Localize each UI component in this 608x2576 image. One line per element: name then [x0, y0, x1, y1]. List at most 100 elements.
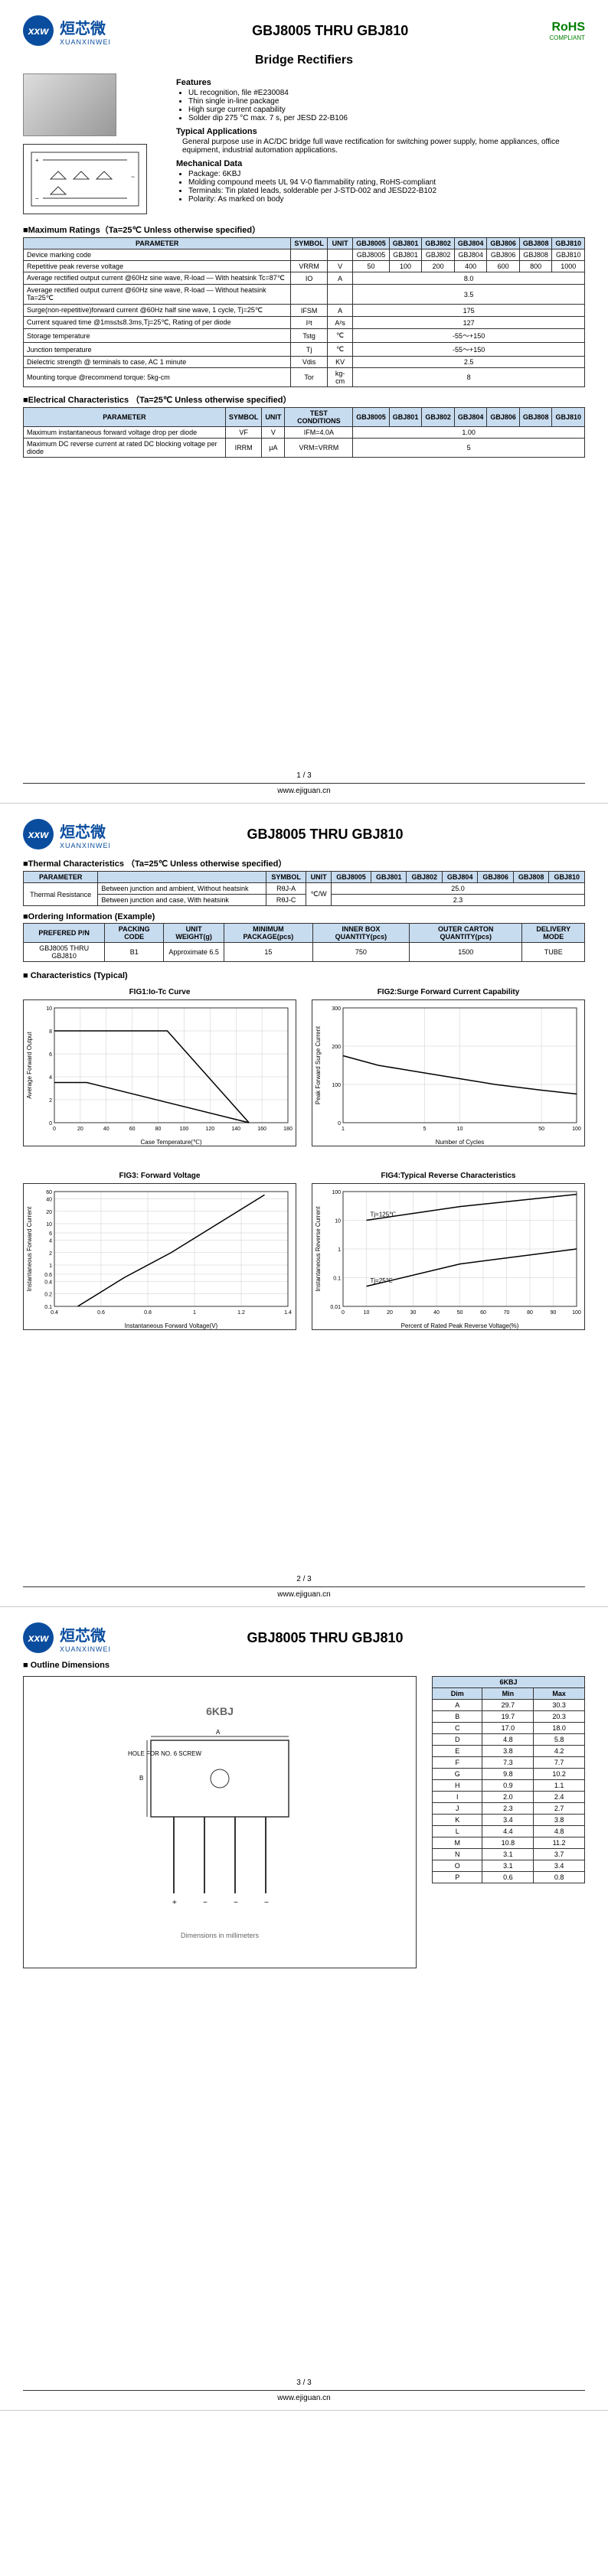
footer-3: 3 / 3 www.ejiguan.cn	[0, 2379, 608, 2402]
page-1: xxw 烜芯微 XUANXINWEI GBJ8005 THRU GBJ810 R…	[0, 0, 608, 804]
svg-text:Peak Forward Surge Current: Peak Forward Surge Current	[315, 1026, 322, 1104]
svg-text:8: 8	[49, 1029, 52, 1035]
feature-item: High surge current capability	[188, 106, 585, 114]
svg-text:2: 2	[49, 1251, 52, 1257]
bridge-title: Bridge Rectifiers	[23, 54, 585, 67]
logo-icon: xxw	[23, 15, 54, 46]
feature-item: Solder dip 275 °C max. 7 s, per JESD 22-…	[188, 114, 585, 122]
elec-char-title: ■Electrical Characteristics （Ta=25℃ Unle…	[23, 393, 585, 406]
svg-text:0.4: 0.4	[44, 1280, 52, 1285]
feature-item: UL recognition, file #E230084	[188, 89, 585, 97]
logo-en: XUANXINWEI	[60, 842, 111, 849]
svg-text:~: ~	[131, 174, 135, 181]
dim-note: Dimensions in millimeters	[181, 1932, 259, 1939]
svg-text:10: 10	[457, 1127, 463, 1132]
footer-2: 2 / 3 www.ejiguan.cn	[0, 1575, 608, 1599]
svg-text:Percent of Rated Peak Reverse: Percent of Rated Peak Reverse Voltage(%)	[401, 1322, 519, 1329]
svg-text:0.6: 0.6	[97, 1310, 105, 1316]
svg-text:Case Temperature(℃): Case Temperature(℃)	[141, 1139, 202, 1146]
page-num: 1 / 3	[0, 771, 608, 780]
svg-text:0.8: 0.8	[144, 1310, 152, 1316]
header: xxw 烜芯微 XUANXINWEI GBJ8005 THRU GBJ810 R…	[23, 15, 585, 46]
svg-text:20: 20	[387, 1310, 393, 1316]
svg-text:Tj=25℃: Tj=25℃	[371, 1277, 393, 1284]
fig1-title: FIG1:Io-Tc Curve	[23, 988, 296, 996]
mech-list: Package: 6KBJ Molding compound meets UL …	[176, 170, 585, 204]
svg-text:10: 10	[46, 1222, 52, 1228]
svg-text:10: 10	[46, 1006, 52, 1012]
logo: xxw 烜芯微 XUANXINWEI	[23, 819, 111, 849]
footer-url: www.ejiguan.cn	[0, 2394, 608, 2402]
fig2-area: 1510501000100200300Number of CyclesPeak …	[312, 999, 585, 1146]
svg-text:0: 0	[342, 1310, 345, 1316]
thermal-title: ■Thermal Characteristics （Ta=25℃ Unless …	[23, 857, 585, 869]
svg-text:Instantaneous Forward Voltage(: Instantaneous Forward Voltage(V)	[125, 1322, 218, 1329]
fig4-title: FIG4:Typical Reverse Characteristics	[312, 1172, 585, 1180]
schematic-diagram: + − ~	[23, 144, 147, 214]
component-photo	[23, 73, 116, 136]
svg-text:B: B	[139, 1775, 143, 1782]
svg-text:Instantaneous Forward Current: Instantaneous Forward Current	[26, 1206, 33, 1292]
svg-text:6: 6	[49, 1052, 52, 1058]
svg-text:120: 120	[205, 1127, 214, 1132]
fig4-area: 01020304050607080901000.010.1110100Tj=12…	[312, 1183, 585, 1330]
mech-item: Molding compound meets UL 94 V-0 flammab…	[188, 178, 585, 187]
svg-text:1: 1	[193, 1310, 196, 1316]
dim-table-wrap: 6KBJDimMinMaxA29.730.3B19.720.3C17.018.0…	[432, 1676, 585, 1968]
svg-text:0.01: 0.01	[330, 1305, 341, 1310]
svg-text:0: 0	[53, 1127, 56, 1132]
dim-table: 6KBJDimMinMaxA29.730.3B19.720.3C17.018.0…	[432, 1676, 585, 1883]
svg-text:Average Forward Output: Average Forward Output	[26, 1031, 33, 1098]
svg-text:+: +	[35, 157, 39, 164]
svg-text:20: 20	[77, 1127, 83, 1132]
svg-text:0.2: 0.2	[44, 1293, 52, 1298]
svg-text:100: 100	[180, 1127, 189, 1132]
fig2-chart: FIG2:Surge Forward Current Capability 1 5…	[312, 988, 585, 1156]
drawing-title: 6KBJ	[206, 1705, 234, 1717]
mech-item: Polarity: As marked on body	[188, 195, 585, 204]
apps-text: General purpose use in AC/DC bridge full…	[176, 138, 585, 155]
outline-drawing: 6KBJ HOLE FOR NO. 6 SCREW A B + ~ ~ − Di…	[23, 1676, 417, 1968]
svg-text:300: 300	[332, 1006, 341, 1012]
svg-text:+: +	[172, 1899, 177, 1907]
intro-section: + − ~ Features UL recognition, file #E23…	[23, 73, 585, 214]
svg-text:1.4: 1.4	[284, 1310, 292, 1316]
elec-char-table: PARAMETERSYMBOLUNITTEST CONDITIONSGBJ800…	[23, 407, 585, 458]
fig3-area: 0.40.60.811.21.40.10.20.40.6124610204060…	[23, 1183, 296, 1330]
thermal-table: PARAMETERSYMBOLUNITGBJ8005GBJ801GBJ802GB…	[23, 871, 585, 906]
svg-text:70: 70	[504, 1310, 510, 1316]
svg-text:60: 60	[129, 1127, 136, 1132]
logo-en: XUANXINWEI	[60, 38, 111, 46]
svg-text:0.1: 0.1	[333, 1277, 341, 1282]
page-2: xxw 烜芯微 XUANXINWEI GBJ8005 THRU GBJ810 ■…	[0, 804, 608, 1607]
svg-text:HOLE FOR NO. 6 SCREW: HOLE FOR NO. 6 SCREW	[128, 1750, 201, 1757]
header: xxw 烜芯微 XUANXINWEI GBJ8005 THRU GBJ810	[23, 819, 585, 849]
svg-text:6: 6	[49, 1231, 52, 1237]
rohs-main: RoHS	[549, 21, 585, 34]
feature-item: Thin single in-line package	[188, 97, 585, 106]
svg-text:1: 1	[49, 1264, 52, 1269]
svg-text:100: 100	[332, 1083, 341, 1088]
svg-text:−: −	[264, 1899, 269, 1907]
svg-text:60: 60	[46, 1190, 52, 1195]
mech-item: Package: 6KBJ	[188, 170, 585, 178]
svg-text:140: 140	[231, 1127, 240, 1132]
svg-text:1: 1	[338, 1247, 341, 1253]
fig2-title: FIG2:Surge Forward Current Capability	[312, 988, 585, 996]
svg-text:100: 100	[332, 1190, 341, 1195]
logo-cn: 烜芯微	[60, 1623, 111, 1645]
svg-text:0.4: 0.4	[51, 1310, 58, 1316]
svg-text:0.1: 0.1	[44, 1305, 52, 1310]
svg-text:50: 50	[538, 1127, 544, 1132]
outline-svg: HOLE FOR NO. 6 SCREW A B + ~ ~ −	[113, 1717, 327, 1932]
svg-text:80: 80	[527, 1310, 533, 1316]
rohs-badge: RoHS COMPLIANT	[549, 21, 585, 41]
ordering-table: PREFERED P/NPACKING CODEUNIT WEIGHT(g)MI…	[23, 923, 585, 962]
svg-text:180: 180	[283, 1127, 293, 1132]
mech-heading: Mechanical Data	[176, 159, 585, 168]
svg-text:1: 1	[342, 1127, 345, 1132]
svg-text:100: 100	[572, 1310, 581, 1316]
svg-text:90: 90	[551, 1310, 557, 1316]
char-typ-title: ■ Characteristics (Typical)	[23, 971, 585, 980]
fig1-area: 0204060801001201401601800246810Case Temp…	[23, 999, 296, 1146]
